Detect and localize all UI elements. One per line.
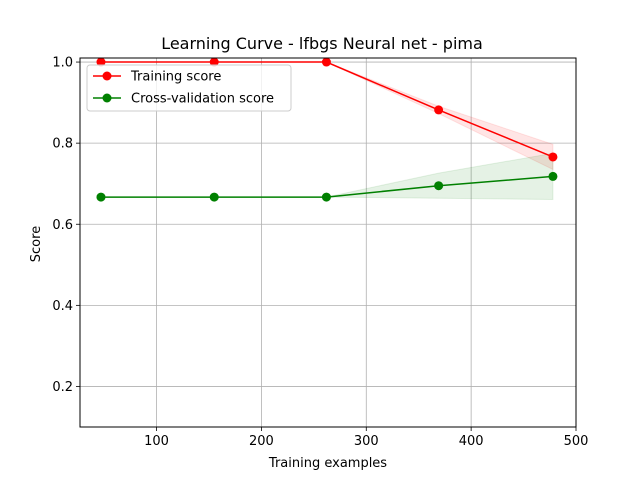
x-tick-label: 500 — [564, 434, 589, 449]
x-tick-label: 300 — [354, 434, 379, 449]
y-tick-label: 1.0 — [52, 56, 73, 71]
y-tick-label: 0.8 — [52, 137, 73, 152]
data-point-cv — [209, 192, 219, 202]
x-tick-label: 400 — [459, 434, 484, 449]
data-point-training — [548, 152, 558, 162]
chart-title: Learning Curve - lfbgs Neural net - pima — [161, 34, 483, 53]
y-tick-label: 0.4 — [52, 299, 73, 314]
legend-marker-training — [102, 71, 112, 81]
legend-box — [86, 64, 292, 112]
y-axis-label: Score — [29, 226, 44, 262]
legend: Training score Cross-validation score — [86, 64, 292, 112]
plot-frame — [79, 57, 577, 428]
x-axis-label: Training examples — [268, 456, 387, 471]
data-point-training — [321, 57, 331, 67]
y-tick-label: 0.6 — [52, 218, 73, 233]
legend-label-cv: Cross-validation score — [131, 92, 274, 107]
data-point-training — [96, 57, 106, 67]
data-point-cv — [548, 171, 558, 181]
axis-ticks: 100 200 300 400 500 0.2 0.4 0.6 0.8 1.0 — [52, 56, 588, 449]
y-tick-label: 0.2 — [52, 380, 73, 395]
x-tick-label: 200 — [249, 434, 274, 449]
data-point-training — [434, 105, 444, 115]
legend-marker-cv — [102, 93, 112, 103]
series-points — [96, 57, 558, 202]
legend-label-training: Training score — [130, 70, 221, 85]
data-point-cv — [321, 192, 331, 202]
data-point-cv — [434, 181, 444, 191]
data-point-training — [209, 57, 219, 67]
data-point-cv — [96, 192, 106, 202]
x-tick-label: 100 — [144, 434, 169, 449]
